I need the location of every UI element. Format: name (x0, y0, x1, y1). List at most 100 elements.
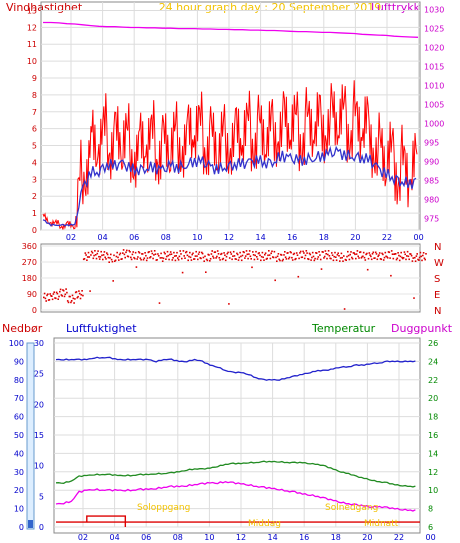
direction-point (302, 250, 304, 253)
direction-point (78, 292, 81, 295)
direction-point (58, 295, 60, 298)
humidity-tick-label: 100 (9, 339, 24, 348)
direction-point (47, 293, 49, 295)
direction-point (136, 258, 138, 260)
direction-point (402, 257, 405, 259)
time-tick-label: 08 (173, 533, 183, 542)
direction-point (141, 253, 144, 255)
direction-point (62, 289, 64, 291)
pressure-tick-label: 980 (424, 196, 439, 205)
direction-point (209, 258, 212, 260)
direction-point (328, 255, 331, 257)
direction-point (235, 258, 237, 260)
direction-point (345, 259, 347, 261)
direction-point (224, 259, 227, 262)
direction-point (314, 257, 316, 260)
direction-point (398, 259, 401, 262)
direction-point (341, 256, 343, 259)
direction-point (388, 251, 391, 254)
time-tick-label: 04 (110, 533, 120, 542)
direction-point (273, 250, 276, 253)
direction-point (85, 254, 87, 256)
humidity-label: Luftfuktighet (66, 322, 137, 335)
pressure-tick-label: 1030 (424, 6, 444, 15)
direction-point (186, 254, 189, 257)
direction-point (327, 253, 329, 256)
direction-point (80, 294, 83, 296)
pressure-tick-label: 1010 (424, 82, 444, 91)
direction-point (423, 257, 426, 260)
direction-point (258, 252, 260, 254)
direction-point (252, 254, 255, 256)
direction-point (294, 258, 296, 261)
pressure-tick-label: 1020 (424, 44, 444, 53)
dew-label: Duggpunkt (391, 322, 453, 335)
direction-point (180, 253, 182, 255)
direction-point (49, 293, 51, 295)
direction-point (389, 257, 391, 259)
direction-point (197, 253, 200, 255)
direction-point (401, 256, 403, 259)
temp-tick-label: 16 (428, 431, 438, 440)
direction-point (181, 271, 184, 274)
direction-point (355, 257, 357, 260)
direction-point (193, 258, 196, 260)
temp-tick-label: 24 (428, 357, 438, 366)
time-tick-label: 14 (268, 533, 278, 542)
axes: 0123456789101112139759809859909951000100… (9, 6, 445, 542)
precip-tick-label: 30 (34, 339, 44, 348)
direction-point (152, 257, 154, 260)
direction-point (94, 250, 96, 252)
direction-point (75, 291, 78, 293)
direction-point (98, 258, 101, 260)
direction-point (222, 257, 225, 260)
direction-point (335, 259, 338, 261)
direction-point (262, 256, 264, 259)
direction-point (151, 252, 154, 255)
precip-gauge (26, 342, 35, 530)
time-tick-label: 12 (236, 533, 246, 542)
direction-point (140, 258, 142, 261)
time-tick-label: 06 (141, 533, 151, 542)
direction-point (86, 256, 89, 258)
wind-tick-label: 7 (32, 108, 37, 117)
direction-point (161, 260, 164, 262)
direction-point (127, 255, 130, 258)
direction-point (366, 252, 368, 255)
direction-point (353, 252, 355, 254)
direction-point (376, 258, 379, 261)
direction-point (96, 252, 99, 255)
direction-point (90, 254, 92, 256)
direction-point (148, 251, 150, 253)
direction-point (259, 254, 261, 257)
direction-point (284, 256, 287, 258)
direction-point (220, 252, 223, 255)
direction-point (319, 258, 322, 261)
direction-point (174, 259, 177, 262)
time-tick-label: 12 (224, 233, 234, 242)
direction-point (236, 253, 239, 256)
direction-point (94, 254, 97, 256)
direction-point (92, 257, 95, 260)
direction-point (55, 291, 58, 294)
direction-point (124, 256, 126, 259)
direction-point (305, 250, 308, 252)
annotations: Soloppgang Solnedgang Middag Midnatt (137, 503, 399, 529)
direction-point (290, 251, 292, 254)
direction-point (256, 256, 258, 258)
direction-point (81, 290, 83, 292)
direction-point (77, 295, 79, 298)
direction-point (250, 258, 252, 260)
direction-point (57, 298, 59, 300)
direction-point (225, 255, 228, 258)
direction-point (412, 257, 414, 259)
direction-point (70, 300, 73, 302)
direction-point (208, 254, 210, 256)
direction-point (66, 291, 68, 294)
wind-tick-label: 13 (27, 6, 37, 15)
direction-point (313, 259, 316, 262)
wind-tick-label: 12 (27, 23, 37, 32)
direction-point (241, 254, 244, 257)
direction-point (246, 253, 249, 256)
direction-point (84, 252, 87, 254)
